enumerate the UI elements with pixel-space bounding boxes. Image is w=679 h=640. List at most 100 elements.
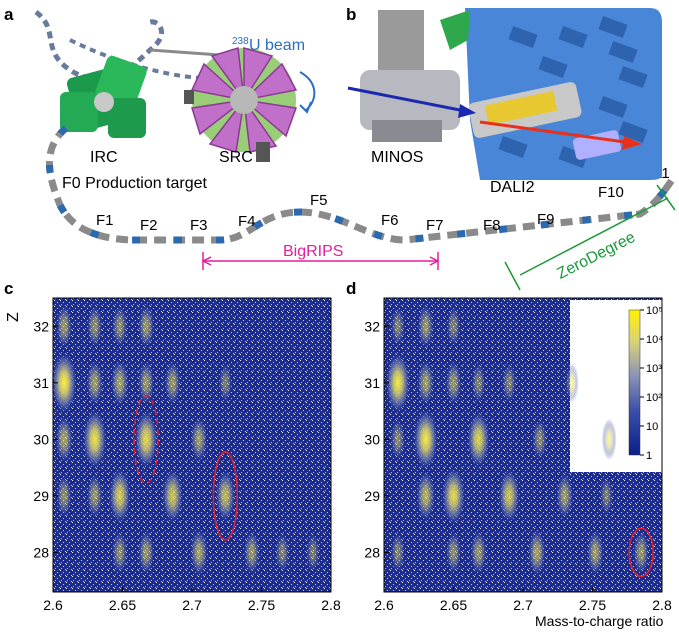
colorbar-label-3: 10³ — [646, 363, 662, 375]
focal-plane-f10: F10 — [598, 184, 624, 201]
d-blob-8 — [441, 465, 466, 526]
panel-a: a — [4, 5, 676, 291]
panel-d-letter: d — [346, 279, 356, 298]
c-blob-12 — [134, 409, 159, 470]
c-blob-21 — [218, 362, 233, 403]
focal-plane-f5: F5 — [310, 192, 328, 209]
beam-arrowhead-icon — [299, 101, 312, 114]
d-ytick-label-2: 30 — [364, 431, 380, 447]
d-blob-7 — [416, 359, 435, 407]
c-y-axis: 28 29 30 31 32 — [33, 318, 58, 560]
panel-d: d 2.6 2.65 2.7 2.75 2.8 28 29 30 31 32 1 10 10² 10³… — [346, 279, 672, 629]
panel-b: b — [346, 5, 662, 196]
panel-c-letter: c — [4, 279, 13, 298]
d-ytick-label-4: 32 — [364, 318, 380, 334]
bigrips-arrow-left-icon — [201, 256, 212, 266]
c-blob-15 — [137, 359, 155, 406]
c-blob-19 — [190, 415, 208, 463]
zerodegree-bracket-right — [656, 184, 676, 211]
panel-c: c Z 2.6 2.65 2.7 2.75 2.8 28 29 30 31 32 — [4, 279, 341, 613]
c-blob-10 — [111, 304, 128, 349]
c-blob-6 — [86, 472, 104, 519]
d-blob-11 — [446, 305, 461, 348]
focal-plane-f2: F2 — [140, 217, 158, 234]
d-blob-2 — [390, 417, 406, 461]
zerodegree-bracket-left — [504, 261, 521, 291]
d-highlight-0 — [628, 527, 654, 578]
colorbar-label-2: 10² — [646, 392, 662, 404]
d-xtick-label-0: 2.6 — [374, 597, 394, 613]
c-blob-24 — [305, 532, 320, 573]
src-cyclotron — [184, 47, 298, 162]
focal-plane-f6: F6 — [381, 212, 399, 229]
d-xlabel: Mass-to-charge ratio — [535, 613, 664, 629]
c-xtick-label-1: 2.65 — [109, 597, 136, 613]
beam-arrow-icon — [299, 71, 316, 111]
outgoing-beam-arrow — [479, 120, 633, 145]
irc-cyclotron — [60, 55, 147, 138]
d-xtick-label-1: 2.65 — [440, 597, 467, 613]
irc-label: IRC — [90, 149, 118, 166]
c-blob-23 — [274, 531, 290, 574]
panel-b-letter: b — [346, 5, 356, 24]
d-blob-10 — [445, 530, 462, 575]
d-x-axis: 2.6 2.65 2.7 2.75 2.8 — [374, 587, 672, 613]
c-data-marks — [51, 303, 320, 577]
d-blob-6 — [413, 408, 439, 471]
c-blob-16 — [161, 468, 184, 524]
c-x-axis: 2.6 2.65 2.7 2.75 2.8 — [43, 587, 341, 613]
focal-plane-f9: F9 — [537, 211, 555, 228]
c-blob-13 — [137, 303, 155, 350]
c-ytick-label-3: 31 — [33, 375, 49, 391]
c-blob-7 — [86, 304, 103, 349]
d-ytick-label-1: 29 — [364, 488, 380, 504]
incoming-beam-arrow — [347, 86, 471, 114]
d-blob-22 — [601, 418, 617, 461]
incoming-arrowhead-icon — [458, 104, 476, 118]
colorbar-label-4: 10⁴ — [646, 334, 663, 346]
c-blob-8 — [108, 467, 131, 525]
c-blob-3 — [56, 473, 73, 519]
c-blob-5 — [85, 359, 104, 407]
c-highlight-0 — [133, 394, 159, 485]
c-ytick-label-1: 29 — [33, 488, 49, 504]
f0-label: F0 Production target — [62, 175, 208, 192]
c-blob-2 — [54, 415, 74, 464]
d-blob-15 — [498, 468, 520, 524]
d-ytick-label-3: 31 — [364, 375, 380, 391]
c-blob-1 — [55, 303, 73, 350]
d-blob-1 — [390, 305, 406, 348]
focal-plane-f1: F1 — [96, 212, 114, 229]
d-blob-9 — [445, 359, 462, 406]
d-blob-17 — [527, 528, 547, 577]
colorbar-label-0: 1 — [646, 450, 652, 462]
beam-label: U beam — [249, 37, 305, 54]
d-blob-14 — [471, 362, 486, 404]
ring-connection — [149, 48, 221, 57]
d-blob-20 — [564, 362, 579, 403]
minos-device — [360, 10, 470, 142]
c-ytick-label-0: 28 — [33, 544, 49, 560]
d-blob-21 — [586, 528, 605, 577]
focal-plane-f7: F7 — [426, 217, 444, 234]
dali2-label: DALI2 — [490, 179, 535, 196]
c-blob-9 — [110, 358, 129, 408]
focal-plane-labels: F1F2F3F4F5F6F7F8F9F10F11 — [96, 165, 670, 234]
c-highlight-ellipses — [133, 394, 239, 541]
d-xtick-label-3: 2.75 — [579, 597, 606, 613]
d-blob-5 — [415, 470, 436, 522]
d-blob-0 — [385, 351, 411, 415]
c-highlight-1 — [212, 451, 239, 541]
c-blob-4 — [82, 408, 107, 470]
bigrips-beamline — [46, 125, 675, 244]
c-blob-14 — [137, 529, 155, 576]
d-blob-3 — [390, 531, 406, 574]
d-blob-12 — [466, 410, 491, 469]
d-blob-16 — [501, 362, 517, 404]
d-ytick-label-0: 28 — [364, 544, 380, 560]
d-blob-13 — [470, 529, 487, 576]
src-label: SRC — [219, 149, 253, 166]
d-blob-19 — [555, 472, 574, 520]
